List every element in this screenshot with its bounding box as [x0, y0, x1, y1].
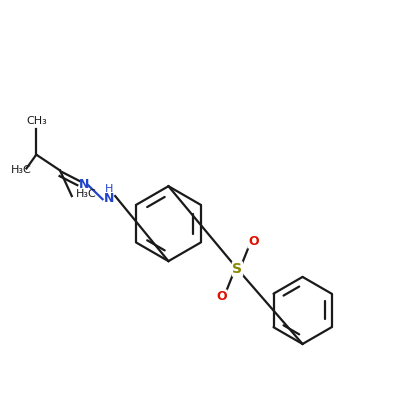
Text: CH₃: CH₃: [26, 116, 47, 126]
Text: O: O: [248, 235, 258, 248]
Text: O: O: [216, 290, 227, 303]
Text: S: S: [232, 262, 242, 276]
Text: H₃C: H₃C: [11, 166, 32, 176]
Text: N: N: [78, 178, 89, 191]
Text: H: H: [105, 184, 114, 194]
Text: H₃C: H₃C: [76, 189, 96, 199]
Text: N: N: [104, 192, 114, 204]
